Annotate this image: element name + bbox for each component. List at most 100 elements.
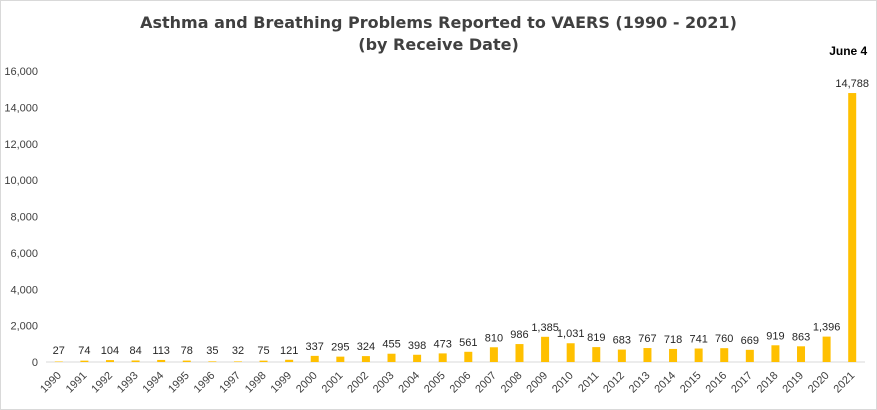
bar-2016 (720, 348, 729, 362)
data-label-1999: 121 (280, 345, 298, 357)
y-tick-label: 12,000 (4, 139, 38, 151)
x-tick-label-2005: 2005 (422, 370, 448, 396)
x-tick-label-1996: 1996 (192, 370, 218, 396)
data-label-1992: 104 (101, 345, 119, 357)
data-label-2021: 14,788 (835, 78, 869, 90)
chart-subtitle: (by Receive Date) (358, 35, 519, 54)
bar-2005 (438, 353, 447, 362)
x-tick-label-1994: 1994 (140, 370, 166, 396)
bars (54, 93, 857, 363)
x-tick-label-2004: 2004 (396, 370, 422, 396)
bar-2001 (336, 356, 345, 362)
bar-2007 (489, 347, 498, 362)
x-tick-label-1995: 1995 (166, 370, 192, 396)
data-label-2002: 324 (357, 341, 375, 353)
y-tick-label: 8,000 (10, 212, 38, 224)
x-tick-label-1997: 1997 (217, 370, 243, 396)
data-labels: 27 74 104 84 113 78 35 32 75 121 337 295 324 455 398 47… (53, 78, 869, 357)
x-tick-label-2008: 2008 (499, 370, 525, 396)
data-label-2008: 986 (510, 329, 528, 341)
data-label-2020: 1,396 (813, 322, 841, 334)
y-tick-label: 14,000 (4, 102, 38, 114)
bar-1997 (233, 361, 242, 362)
bar-1992 (105, 360, 114, 362)
x-tick-label-2010: 2010 (550, 370, 576, 396)
bar-2017 (745, 349, 754, 362)
bar-2020 (822, 336, 831, 362)
bar-1993 (131, 360, 140, 362)
data-label-2016: 760 (715, 333, 733, 345)
y-tick-label: 16,000 (4, 66, 38, 78)
bar-1996 (208, 361, 217, 362)
bar-2010 (566, 343, 575, 362)
bar-2008 (515, 344, 524, 362)
bar-2003 (387, 353, 396, 362)
y-tick-label: 10,000 (4, 175, 38, 187)
data-label-2006: 561 (459, 337, 477, 349)
annotation-june-4: June 4 (829, 44, 867, 58)
data-label-2004: 398 (408, 340, 426, 352)
x-tick-label-2015: 2015 (678, 370, 704, 396)
data-label-2009: 1,385 (531, 322, 559, 334)
x-tick-label-2014: 2014 (652, 370, 678, 396)
data-label-2011: 819 (587, 332, 605, 344)
data-label-2005: 473 (434, 338, 452, 350)
x-tick-label-1991: 1991 (64, 370, 90, 396)
bar-2015 (694, 348, 703, 362)
bar-2018 (771, 345, 780, 362)
data-label-1997: 32 (232, 345, 244, 357)
bar-2019 (797, 346, 806, 362)
x-tick-label-2007: 2007 (473, 370, 499, 396)
data-label-2000: 337 (306, 341, 324, 353)
bar-1999 (285, 359, 294, 362)
x-tick-label-2019: 2019 (780, 370, 806, 396)
x-tick-label-2009: 2009 (524, 370, 550, 396)
bar-2002 (361, 356, 370, 362)
bar-2009 (541, 336, 550, 362)
x-tick-label-2021: 2021 (832, 370, 858, 396)
bar-1998 (259, 360, 268, 362)
x-axis: 1990 1991 1992 1993 1994 1995 1996 1997 1998 1999… (38, 361, 865, 396)
data-label-1994: 113 (152, 345, 170, 357)
x-tick-label-2003: 2003 (371, 370, 397, 396)
x-tick-label-2002: 2002 (345, 370, 371, 396)
bar-2004 (413, 354, 422, 362)
x-tick-label-2020: 2020 (806, 370, 832, 396)
data-label-2017: 669 (741, 335, 759, 347)
x-tick-label-1998: 1998 (243, 370, 269, 396)
data-label-2012: 683 (613, 335, 631, 347)
data-label-1993: 84 (129, 345, 141, 357)
x-tick-label-1993: 1993 (115, 370, 141, 396)
x-tick-label-2000: 2000 (294, 370, 320, 396)
x-tick-label-1990: 1990 (38, 370, 64, 396)
y-tick-label: 0 (32, 357, 38, 369)
x-tick-label-2012: 2012 (601, 370, 627, 396)
bar-1990 (54, 361, 63, 362)
bar-1991 (80, 360, 89, 362)
data-label-1998: 75 (257, 345, 269, 357)
data-label-2010: 1,031 (557, 328, 585, 340)
bar-2000 (310, 355, 319, 362)
data-label-2015: 741 (689, 334, 707, 346)
x-tick-label-2006: 2006 (448, 370, 474, 396)
data-label-2003: 455 (382, 339, 400, 351)
bar-1995 (182, 360, 191, 362)
bar-2014 (669, 348, 678, 362)
bar-2013 (643, 348, 652, 362)
x-tick-label-1992: 1992 (89, 370, 115, 396)
x-tick-label-2011: 2011 (576, 370, 601, 395)
x-tick-label-1999: 1999 (268, 370, 294, 396)
data-label-2013: 767 (638, 333, 656, 345)
x-tick-label-2001: 2001 (320, 370, 346, 396)
data-label-2018: 919 (766, 330, 784, 342)
bar-1994 (157, 359, 166, 362)
bar-2021 (848, 93, 857, 363)
bar-2011 (592, 347, 601, 362)
data-label-2019: 863 (792, 331, 810, 343)
data-label-1990: 27 (53, 345, 65, 357)
y-tick-label: 4,000 (10, 284, 38, 296)
bar-2012 (617, 349, 626, 362)
data-label-2001: 295 (331, 342, 349, 354)
